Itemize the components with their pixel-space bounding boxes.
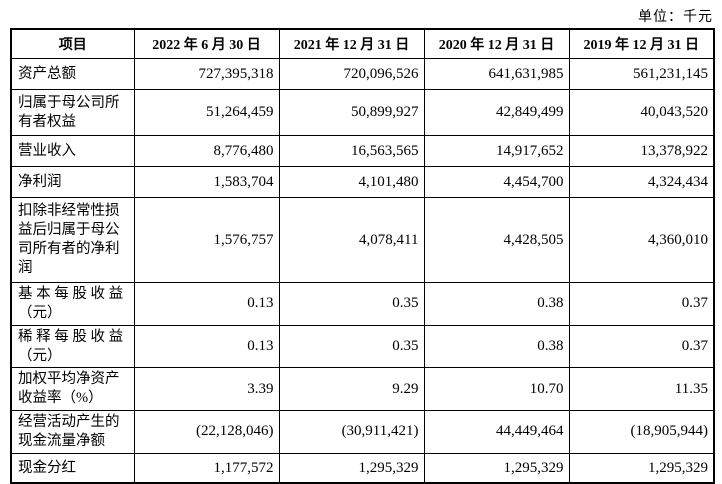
value-cell: 561,231,145	[568, 58, 715, 90]
row-label: 基 本 每 股 收 益 （元）	[10, 282, 135, 326]
value-cell: 0.38	[423, 282, 570, 326]
row-label: 现金分红	[10, 452, 135, 484]
value-cell: 1,295,329	[278, 452, 425, 484]
table-row-parent-equity: 归属于母公司所 有者权益 51,264,459 50,899,927 42,84…	[10, 89, 715, 136]
value-cell: 42,849,499	[423, 89, 570, 136]
row-label: 归属于母公司所 有者权益	[10, 89, 135, 136]
table-row-weighted-avg-roe: 加权平均净资产 收益率（%） 3.39 9.29 10.70 11.35	[10, 367, 715, 412]
value-cell: 4,078,411	[278, 197, 425, 283]
unit-label: 单位：千元	[638, 10, 713, 25]
row-label: 扣除非经常性损 益后归属于母公 司所有者的净利 润	[10, 197, 135, 283]
table-row-basic-eps: 基 本 每 股 收 益 （元） 0.13 0.35 0.38 0.37	[10, 282, 715, 326]
value-cell: 0.13	[133, 324, 280, 369]
column-header-2022-06-30: 2022 年 6 月 30 日	[133, 28, 280, 59]
value-cell: 44,449,464	[423, 410, 570, 454]
column-header-2019-12-31: 2019 年 12 月 31 日	[568, 28, 715, 59]
value-cell: 11.35	[568, 367, 715, 412]
value-cell: 4,101,480	[278, 166, 425, 198]
value-cell: 51,264,459	[133, 89, 280, 136]
value-cell: 1,295,329	[568, 452, 715, 484]
column-header-2021-12-31: 2021 年 12 月 31 日	[278, 28, 425, 59]
value-cell: 50,899,927	[278, 89, 425, 136]
table-row-revenue: 营业收入 8,776,480 16,563,565 14,917,652 13,…	[10, 135, 715, 167]
row-label: 营业收入	[10, 135, 135, 167]
value-cell: 0.35	[278, 324, 425, 369]
table-row-net-profit-excl-nonrecurring: 扣除非经常性损 益后归属于母公 司所有者的净利 润 1,576,757 4,07…	[10, 197, 715, 283]
value-cell: 1,583,704	[133, 166, 280, 198]
value-cell: 0.13	[133, 282, 280, 326]
financial-summary-table: 项目 2022 年 6 月 30 日 2021 年 12 月 31 日 2020…	[10, 28, 715, 484]
value-cell: 8,776,480	[133, 135, 280, 167]
value-cell: 4,428,505	[423, 197, 570, 283]
value-cell: 727,395,318	[133, 58, 280, 90]
column-header-2020-12-31: 2020 年 12 月 31 日	[423, 28, 570, 59]
row-label: 稀 释 每 股 收 益 （元）	[10, 324, 135, 369]
value-cell: 10.70	[423, 367, 570, 412]
value-cell: 9.29	[278, 367, 425, 412]
value-cell: 1,576,757	[133, 197, 280, 283]
value-cell: 0.37	[568, 324, 715, 369]
row-label: 加权平均净资产 收益率（%）	[10, 367, 135, 412]
table-row-diluted-eps: 稀 释 每 股 收 益 （元） 0.13 0.35 0.38 0.37	[10, 324, 715, 369]
value-cell: 4,454,700	[423, 166, 570, 198]
value-cell: 16,563,565	[278, 135, 425, 167]
value-cell: 13,378,922	[568, 135, 715, 167]
value-cell: (30,911,421)	[278, 410, 425, 454]
row-label: 资产总额	[10, 58, 135, 90]
table-row-operating-cash-flow: 经营活动产生的 现金流量净额 (22,128,046) (30,911,421)…	[10, 410, 715, 454]
header-row: 项目 2022 年 6 月 30 日 2021 年 12 月 31 日 2020…	[10, 28, 715, 59]
value-cell: 14,917,652	[423, 135, 570, 167]
value-cell: 0.35	[278, 282, 425, 326]
value-cell: 1,177,572	[133, 452, 280, 484]
value-cell: 4,360,010	[568, 197, 715, 283]
row-label: 净利润	[10, 166, 135, 198]
value-cell: 0.38	[423, 324, 570, 369]
table-row-net-profit: 净利润 1,583,704 4,101,480 4,454,700 4,324,…	[10, 166, 715, 198]
value-cell: 4,324,434	[568, 166, 715, 198]
value-cell: (18,905,944)	[568, 410, 715, 454]
value-cell: 720,096,526	[278, 58, 425, 90]
row-label: 经营活动产生的 现金流量净额	[10, 410, 135, 454]
value-cell: 641,631,985	[423, 58, 570, 90]
value-cell: 1,295,329	[423, 452, 570, 484]
value-cell: 3.39	[133, 367, 280, 412]
table-row-total-assets: 资产总额 727,395,318 720,096,526 641,631,985…	[10, 58, 715, 90]
value-cell: (22,128,046)	[133, 410, 280, 454]
value-cell: 40,043,520	[568, 89, 715, 136]
value-cell: 0.37	[568, 282, 715, 326]
table-row-cash-dividend: 现金分红 1,177,572 1,295,329 1,295,329 1,295…	[10, 452, 715, 484]
column-header-item: 项目	[10, 28, 135, 59]
